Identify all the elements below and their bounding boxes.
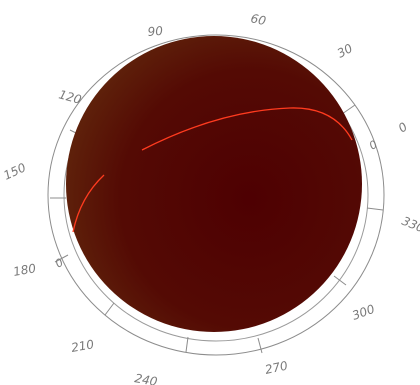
azimuth-label-0: 0 bbox=[396, 119, 411, 135]
azimuth-label-30: 30 bbox=[335, 41, 355, 61]
azimuth-label-240: 240 bbox=[133, 371, 158, 385]
azimuth-label-60: 60 bbox=[249, 11, 267, 28]
track-arc-upper bbox=[141, 107, 353, 151]
azimuth-label-270: 270 bbox=[264, 358, 290, 377]
track-arc-left bbox=[72, 174, 105, 233]
azimuth-label-180: 180 bbox=[12, 261, 37, 279]
azimuth-label-120: 120 bbox=[57, 87, 83, 107]
azimuth-label-300: 300 bbox=[350, 302, 377, 323]
azimuth-label-210: 210 bbox=[70, 337, 95, 355]
azimuth-label-150: 150 bbox=[1, 160, 28, 183]
azimuth-label-330: 330 bbox=[400, 214, 420, 236]
azimuth-label-90: 90 bbox=[147, 24, 164, 39]
azimuth-labels: 90 60 30 0 330 300 270 240 210 180 150 1… bbox=[1, 11, 420, 385]
globe-sphere bbox=[66, 36, 362, 332]
